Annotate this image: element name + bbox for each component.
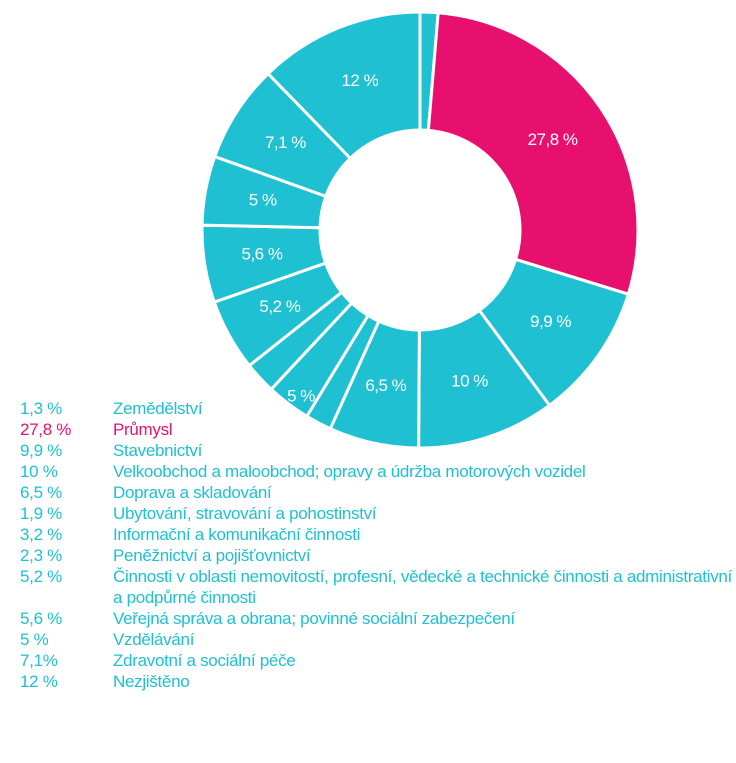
legend-label: Zdravotní a sociální péče [113, 651, 296, 670]
legend-label: Veřejná správa a obrana; povinné sociáln… [113, 609, 515, 628]
legend-value: 10 % [20, 462, 58, 481]
legend-label: Zemědělství [113, 399, 203, 418]
legend-value: 27,8 % [20, 420, 72, 439]
legend-value: 12 % [20, 672, 58, 691]
legend-label: Doprava a skladování [113, 483, 272, 502]
slice-label: 7,1 % [265, 133, 306, 152]
slice-label: 12 % [341, 71, 378, 90]
legend-item: 27,8 % Průmysl [20, 419, 736, 440]
annotation: 5 % [287, 386, 315, 405]
legend-item: 5,6 % Veřejná správa a obrana; povinné so… [20, 608, 736, 629]
slice-label: 27,8 % [528, 130, 578, 149]
legend-value: 6,5 % [20, 483, 62, 502]
slice-label: 10 % [451, 372, 488, 391]
legend-item: 1,9 % Ubytování, stravování a pohostinstv… [20, 503, 736, 524]
legend-value: 5,2 % [20, 567, 62, 586]
legend-value: 3,2 % [20, 525, 62, 544]
legend-value: 5,6 % [20, 609, 62, 628]
slice-label: 9,9 % [530, 312, 571, 331]
legend-label: Informační a komunikační činnosti [113, 525, 361, 544]
legend-value: 5 % [20, 630, 49, 649]
legend-label: Činnosti v oblasti nemovitostí, profesní… [113, 567, 732, 607]
legend-item: 12 % Nezjištěno [20, 671, 736, 692]
slice-label: 6,5 % [365, 376, 406, 395]
slice [426, 11, 640, 297]
legend-label: Stavebnictví [113, 441, 203, 460]
legend-value: 2,3 % [20, 546, 62, 565]
legend-item: 3,2 % Informační a komunikační činnosti [20, 524, 736, 545]
legend-label: Nezjištěno [113, 672, 190, 691]
legend-value: 9,9 % [20, 441, 62, 460]
legend-item: 6,5 % Doprava a skladování [20, 482, 736, 503]
legend-label: Ubytování, stravování a pohostinství [113, 504, 377, 523]
legend-item: 10 % Velkoobchod a maloobchod; opravy a ú… [20, 461, 736, 482]
legend-item: 2,3 % Peněžnictví a pojišťovnictví [20, 545, 736, 566]
slice-label: 5,6 % [241, 245, 282, 264]
legend: 1,3 % Zemědělství 27,8 % Průmysl 9,9 % Staveb… [20, 398, 736, 692]
legend-label: Vzdělávání [113, 630, 195, 649]
legend-item: 1,3 % Zemědělství [20, 398, 736, 419]
legend-item: 7,1% Zdravotní a sociální péče [20, 650, 736, 671]
chart: 27,8 % 9,9 % 10 % 6,5 % 5,2 % 5,6 % 5 % 7,1 % 12… [200, 10, 640, 450]
slice-label: 5 % [249, 190, 277, 209]
slice-label: 5,2 % [259, 297, 300, 316]
legend-value: 1,9 % [20, 504, 62, 523]
legend-value: 1,3 % [20, 399, 62, 418]
legend-value: 7,1% [20, 651, 58, 670]
legend-label: Peněžnictví a pojišťovnictví [113, 546, 311, 565]
legend-item: 5 % Vzdělávání [20, 629, 736, 650]
legend-item: 9,9 % Stavebnictví [20, 440, 736, 461]
legend-label: Průmysl [113, 420, 173, 439]
slice [265, 10, 422, 161]
legend-label: Velkoobchod a maloobchod; opravy a údržb… [113, 462, 586, 481]
legend-item: 5,2 % Činnosti v oblasti nemovitostí, pro… [20, 566, 736, 608]
